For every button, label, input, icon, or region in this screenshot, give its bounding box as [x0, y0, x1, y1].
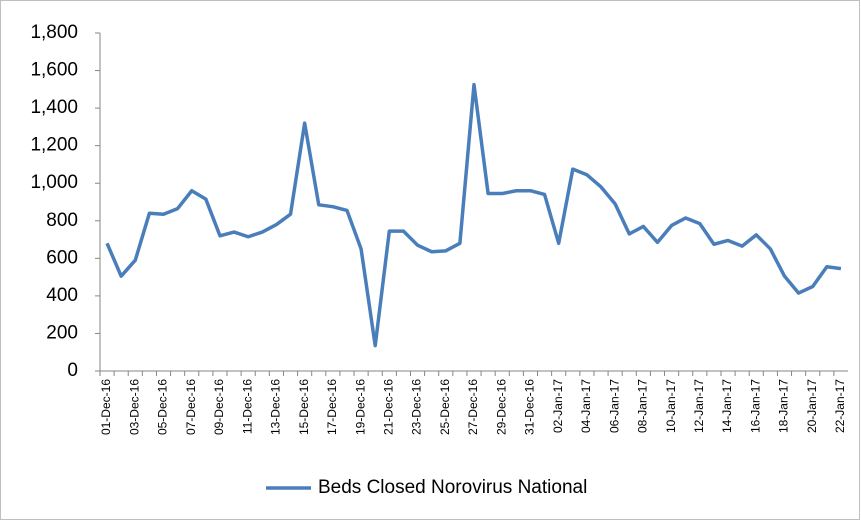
- x-tick-label: 01-Dec-16: [99, 379, 113, 435]
- x-tick-label: 02-Jan-17: [551, 379, 565, 433]
- x-tick-label: 11-Dec-16: [240, 379, 254, 434]
- x-tick-label: 08-Jan-17: [636, 379, 650, 433]
- x-tick-label: 06-Jan-17: [607, 379, 621, 433]
- y-tick-label: 800: [46, 210, 78, 231]
- y-tick-label: 1,600: [30, 60, 78, 81]
- x-tick-label: 29-Dec-16: [494, 379, 508, 435]
- x-tick-label: 19-Dec-16: [353, 379, 367, 435]
- x-tick-label: 15-Dec-16: [297, 379, 311, 435]
- x-tick-label: 17-Dec-16: [325, 379, 339, 435]
- legend-label: Beds Closed Norovirus National: [318, 477, 587, 498]
- data-line: [105, 82, 842, 348]
- x-tick-label: 25-Dec-16: [438, 379, 452, 435]
- x-tick-label: 07-Dec-16: [184, 379, 198, 435]
- x-tick-label: 18-Jan-17: [777, 379, 791, 433]
- y-tick-label: 400: [46, 285, 78, 306]
- y-tick-label: 200: [46, 322, 78, 343]
- x-tick-label: 27-Dec-16: [466, 379, 480, 435]
- x-tick-label: 12-Jan-17: [692, 379, 706, 433]
- x-tick-label: 10-Jan-17: [664, 379, 678, 433]
- y-tick-label: 1,200: [30, 135, 78, 156]
- x-tick-label: 16-Jan-17: [748, 379, 762, 433]
- y-tick-label: 1,400: [30, 97, 78, 118]
- x-tick-label: 23-Dec-16: [410, 379, 424, 435]
- x-tick-label: 05-Dec-16: [156, 379, 170, 435]
- x-tick-label: 13-Dec-16: [269, 379, 283, 435]
- x-tick-label: 03-Dec-16: [127, 379, 141, 435]
- y-tick-label: 0: [67, 360, 78, 381]
- y-tick-label: 1,800: [30, 22, 78, 43]
- x-tick-label: 31-Dec-16: [523, 379, 537, 435]
- x-tick-label: 14-Jan-17: [720, 379, 734, 433]
- x-tick-label: 20-Jan-17: [805, 379, 819, 433]
- x-tick-label: 22-Jan-17: [833, 379, 847, 433]
- y-tick-label: 1,000: [30, 172, 78, 193]
- y-tick-label: 600: [46, 247, 78, 268]
- x-tick-label: 04-Jan-17: [579, 379, 593, 433]
- x-tick-label: 21-Dec-16: [381, 379, 395, 435]
- x-tick-label: 09-Dec-16: [212, 379, 226, 435]
